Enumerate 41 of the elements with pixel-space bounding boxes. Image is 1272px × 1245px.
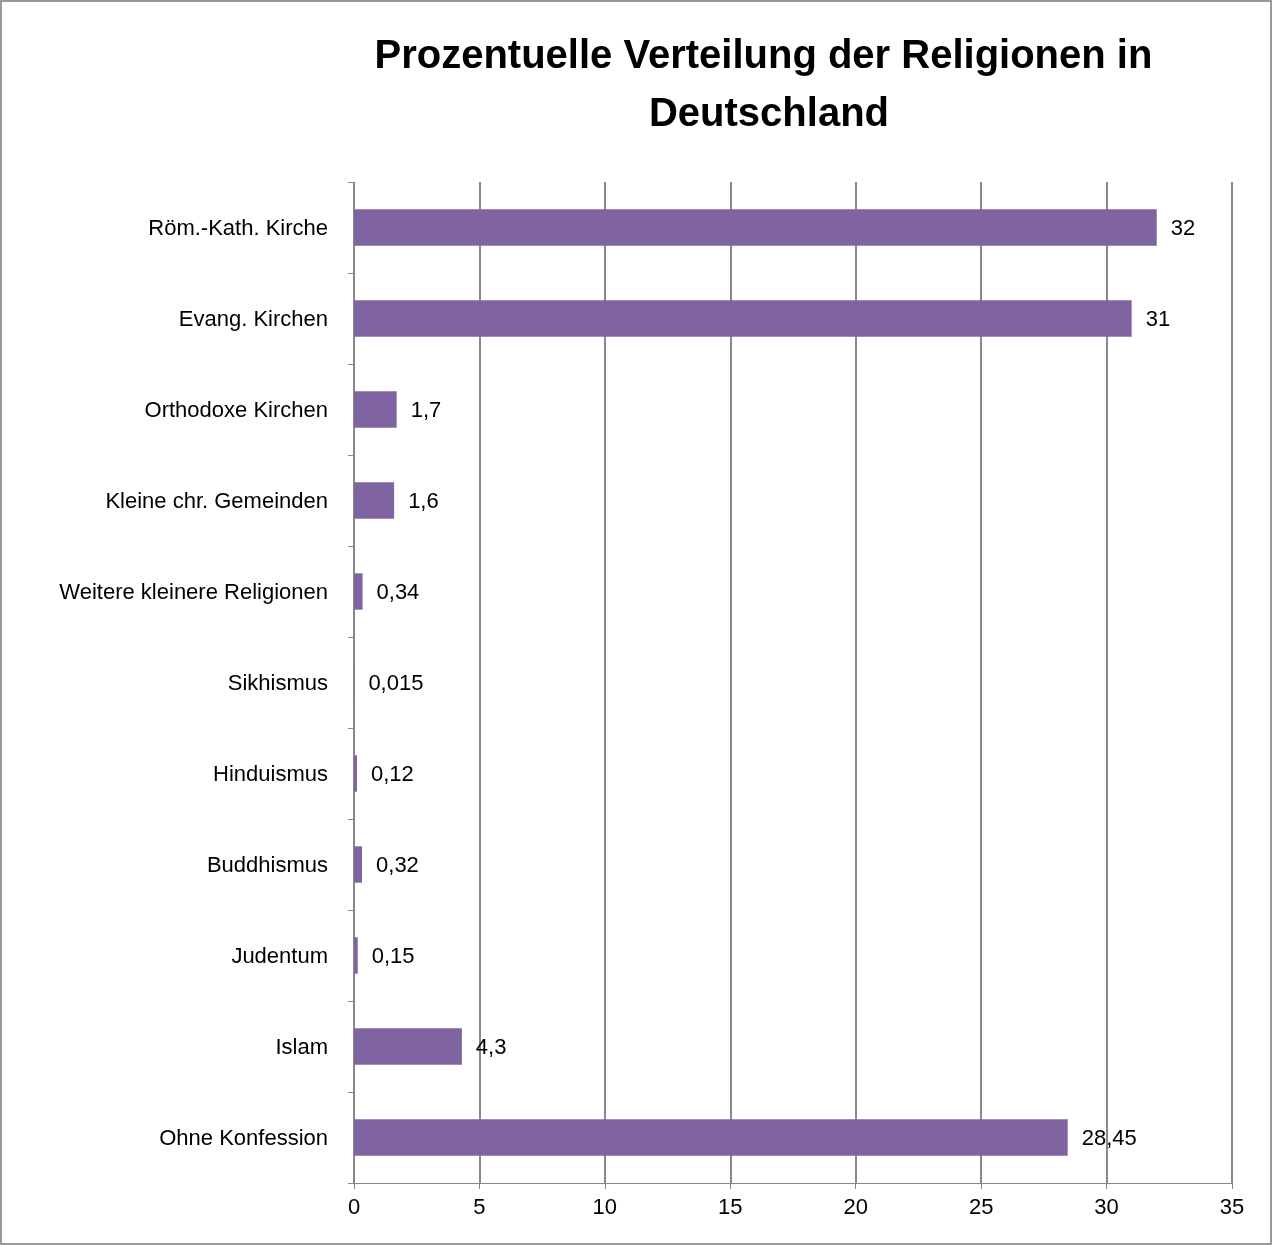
data-label: 0,15 xyxy=(371,943,415,968)
bar xyxy=(354,482,395,519)
y-tick-label: Ohne Konfession xyxy=(159,1125,328,1150)
data-label: 32 xyxy=(1170,215,1196,240)
chart-title: Prozentuelle Verteilung der Religionen in Deutschland xyxy=(374,32,1164,134)
y-tick-label: Orthodoxe Kirchen xyxy=(144,397,328,422)
y-tick-label: Hinduismus xyxy=(213,761,328,786)
data-label: 0,015 xyxy=(368,670,424,695)
x-tick-label: 35 xyxy=(1219,1193,1245,1219)
x-tick-label: 5 xyxy=(473,1193,486,1219)
bar xyxy=(354,1028,462,1065)
y-tick-label: Sikhismus xyxy=(227,670,328,695)
bar xyxy=(354,573,363,610)
y-tick-label: Judentum xyxy=(231,943,328,968)
y-tick-label: Röm.-Kath. Kirche xyxy=(148,215,328,240)
x-tick-label: 0 xyxy=(347,1193,361,1219)
data-label: 0,32 xyxy=(376,852,419,877)
data-label: 1,7 xyxy=(410,397,442,422)
bar xyxy=(354,1119,1068,1156)
x-tick-label: 10 xyxy=(592,1193,618,1219)
x-tick-label: 30 xyxy=(1094,1193,1119,1219)
data-label: 1,6 xyxy=(408,488,439,513)
y-tick-label: Evang. Kirchen xyxy=(178,306,328,331)
x-tick-label: 15 xyxy=(718,1193,743,1219)
data-label: 0,12 xyxy=(371,761,414,786)
bar xyxy=(354,755,358,792)
bar xyxy=(354,209,1157,246)
y-tick-label: Buddhismus xyxy=(206,852,328,877)
bar xyxy=(354,391,397,428)
data-label: 4,3 xyxy=(475,1034,507,1059)
bar xyxy=(354,300,1132,337)
data-label: 28,45 xyxy=(1081,1125,1137,1150)
x-tick-label: 25 xyxy=(968,1193,994,1219)
bar xyxy=(354,846,363,883)
data-label: 31 xyxy=(1145,306,1171,331)
data-label: 0,34 xyxy=(376,579,420,604)
y-tick-label: Islam xyxy=(275,1034,328,1059)
y-tick-label: Kleine chr. Gemeinden xyxy=(105,488,328,513)
bar xyxy=(354,937,358,974)
x-tick-label: 20 xyxy=(843,1193,868,1219)
y-tick-label: Weitere kleinere Religionen xyxy=(59,579,328,604)
